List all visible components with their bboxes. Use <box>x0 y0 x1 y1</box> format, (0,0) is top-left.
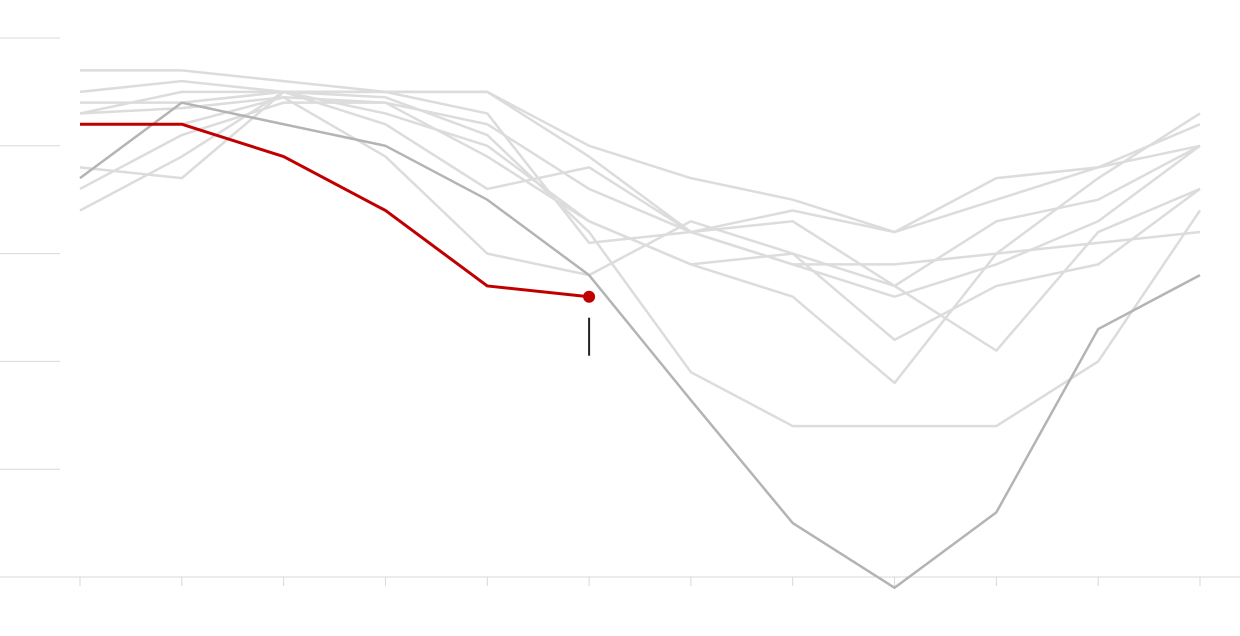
series-line <box>79 90 1202 428</box>
series-line <box>80 122 590 299</box>
series-line <box>80 69 1201 234</box>
series-line <box>79 101 1201 288</box>
series-line <box>79 96 1201 298</box>
series-line <box>79 79 1201 266</box>
series-line <box>80 90 1201 352</box>
current-point <box>583 290 596 303</box>
series-line <box>79 101 1201 590</box>
series-line <box>79 90 1201 234</box>
series-line <box>80 96 1201 342</box>
